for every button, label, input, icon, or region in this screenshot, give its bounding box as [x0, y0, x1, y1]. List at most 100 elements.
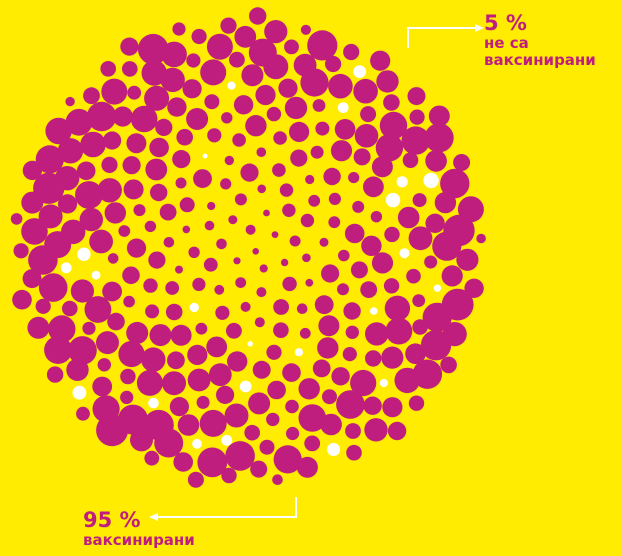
unvaccinated-dot [433, 284, 442, 292]
unvaccinated-dot [247, 341, 253, 347]
vaccinated-dot [21, 218, 48, 245]
vaccinated-dot [315, 121, 330, 136]
vaccinated-dot [144, 85, 170, 111]
vaccinated-dot [68, 336, 97, 365]
vaccinated-dot [344, 223, 365, 244]
vaccinated-dot [62, 300, 78, 317]
vaccinated-dot [370, 211, 383, 223]
vaccinated-dot [57, 138, 84, 164]
vaccinated-dot [35, 145, 64, 174]
vaccinated-dot [317, 337, 339, 359]
vaccinated-dot [86, 101, 117, 132]
vaccinated-dot [103, 131, 122, 150]
vaccinated-dot [280, 258, 289, 267]
unvaccinated-percent: 5 % [484, 11, 527, 35]
vaccinated-dot [165, 281, 180, 295]
vaccinated-dot [440, 356, 457, 374]
vaccinated-dot [107, 312, 125, 331]
vaccinated-dot [126, 238, 147, 258]
vaccinated-dot [127, 85, 142, 100]
vaccinated-dot [331, 367, 350, 386]
vaccinated-dot [177, 414, 200, 436]
vaccinated-dot [441, 265, 463, 287]
vaccinated-dot [28, 245, 58, 275]
vaccinated-dot [120, 390, 134, 404]
vaccinated-dot [397, 206, 420, 229]
unvaccinated-dot [227, 81, 236, 90]
vaccinated-dot [100, 61, 116, 77]
unvaccinated-dot [353, 65, 367, 78]
vaccinated-dot [65, 96, 75, 107]
vaccinated-dot [296, 456, 318, 478]
vaccinated-dot [385, 317, 413, 345]
vaccinated-dot [293, 53, 317, 77]
vaccinated-dot [298, 378, 320, 400]
vaccinated-dot [264, 20, 288, 44]
vaccinated-dot [176, 128, 193, 146]
vaccinated-dot [214, 284, 225, 295]
vaccinated-dot [337, 283, 349, 296]
vaccinated-dot [412, 294, 426, 307]
vaccinated-dot [233, 257, 241, 265]
vaccinated-dot [206, 33, 233, 60]
arrow-unvaccinated [407, 27, 478, 48]
vaccinated-dot [97, 178, 122, 203]
vaccinated-dot [234, 193, 247, 206]
vaccinated-dot [123, 179, 144, 200]
vaccinated-dot [193, 169, 212, 189]
vaccinated-dot [300, 24, 311, 35]
vaccinated-dot [216, 385, 235, 404]
vaccinated-dot [289, 121, 310, 142]
vaccinated-dot [143, 278, 158, 293]
vaccinated-dot [216, 238, 227, 250]
vaccinated-dot [266, 412, 280, 427]
vaccinated-dot [123, 295, 135, 308]
unvaccinated-dot [399, 248, 410, 259]
vaccinated-dot [298, 404, 327, 432]
vaccinated-dot [203, 257, 218, 272]
vaccinated-dot [383, 94, 400, 111]
vaccinated-dot [284, 96, 308, 120]
vaccinated-dot [244, 424, 260, 441]
vaccinated-dot [252, 248, 259, 255]
vaccinated-dot [126, 133, 147, 154]
unvaccinated-dot [396, 176, 408, 188]
vaccinated-dot [97, 358, 112, 372]
vaccinated-dot [402, 152, 419, 168]
unvaccinated-dot [221, 434, 233, 446]
unvaccinated-dot [91, 270, 101, 280]
vaccinated-dot [233, 95, 254, 115]
vaccinated-dot [352, 200, 365, 213]
vaccinated-dot [321, 264, 340, 283]
vaccinated-dot [360, 106, 377, 123]
vaccinated-dot [456, 248, 479, 271]
vaccinated-dot [133, 204, 146, 217]
vaccinated-dot [44, 336, 73, 364]
vaccinated-dot [387, 421, 407, 441]
vaccinated-dot [300, 213, 315, 228]
vaccinated-dot [154, 428, 184, 458]
vaccinated-dot [167, 97, 187, 117]
vaccinated-dot [376, 70, 399, 93]
vaccinated-dot [255, 84, 276, 106]
vaccinated-callout: 95 % ваксинирани [83, 508, 195, 549]
vaccinated-dot [65, 108, 93, 136]
vaccinated-dot [112, 106, 133, 127]
vaccinated-dot [401, 126, 430, 155]
vaccinated-dot [118, 340, 145, 368]
vaccinated-dot [259, 439, 275, 455]
vaccinated-dot [191, 28, 207, 45]
vaccinated-dot [10, 213, 23, 225]
vaccinated-dot [263, 209, 270, 217]
unvaccinated-text-line1: не са [484, 34, 529, 53]
vaccinated-dot [353, 148, 371, 166]
vaccinated-dot [118, 225, 131, 237]
vaccinated-dot [120, 37, 139, 56]
vaccinated-dot [424, 123, 454, 153]
vaccinated-dot [224, 403, 249, 428]
vaccinated-dot [179, 197, 195, 213]
dots-group [10, 7, 486, 488]
vaccinated-dot [383, 278, 400, 294]
vaccinated-dot [187, 368, 211, 392]
